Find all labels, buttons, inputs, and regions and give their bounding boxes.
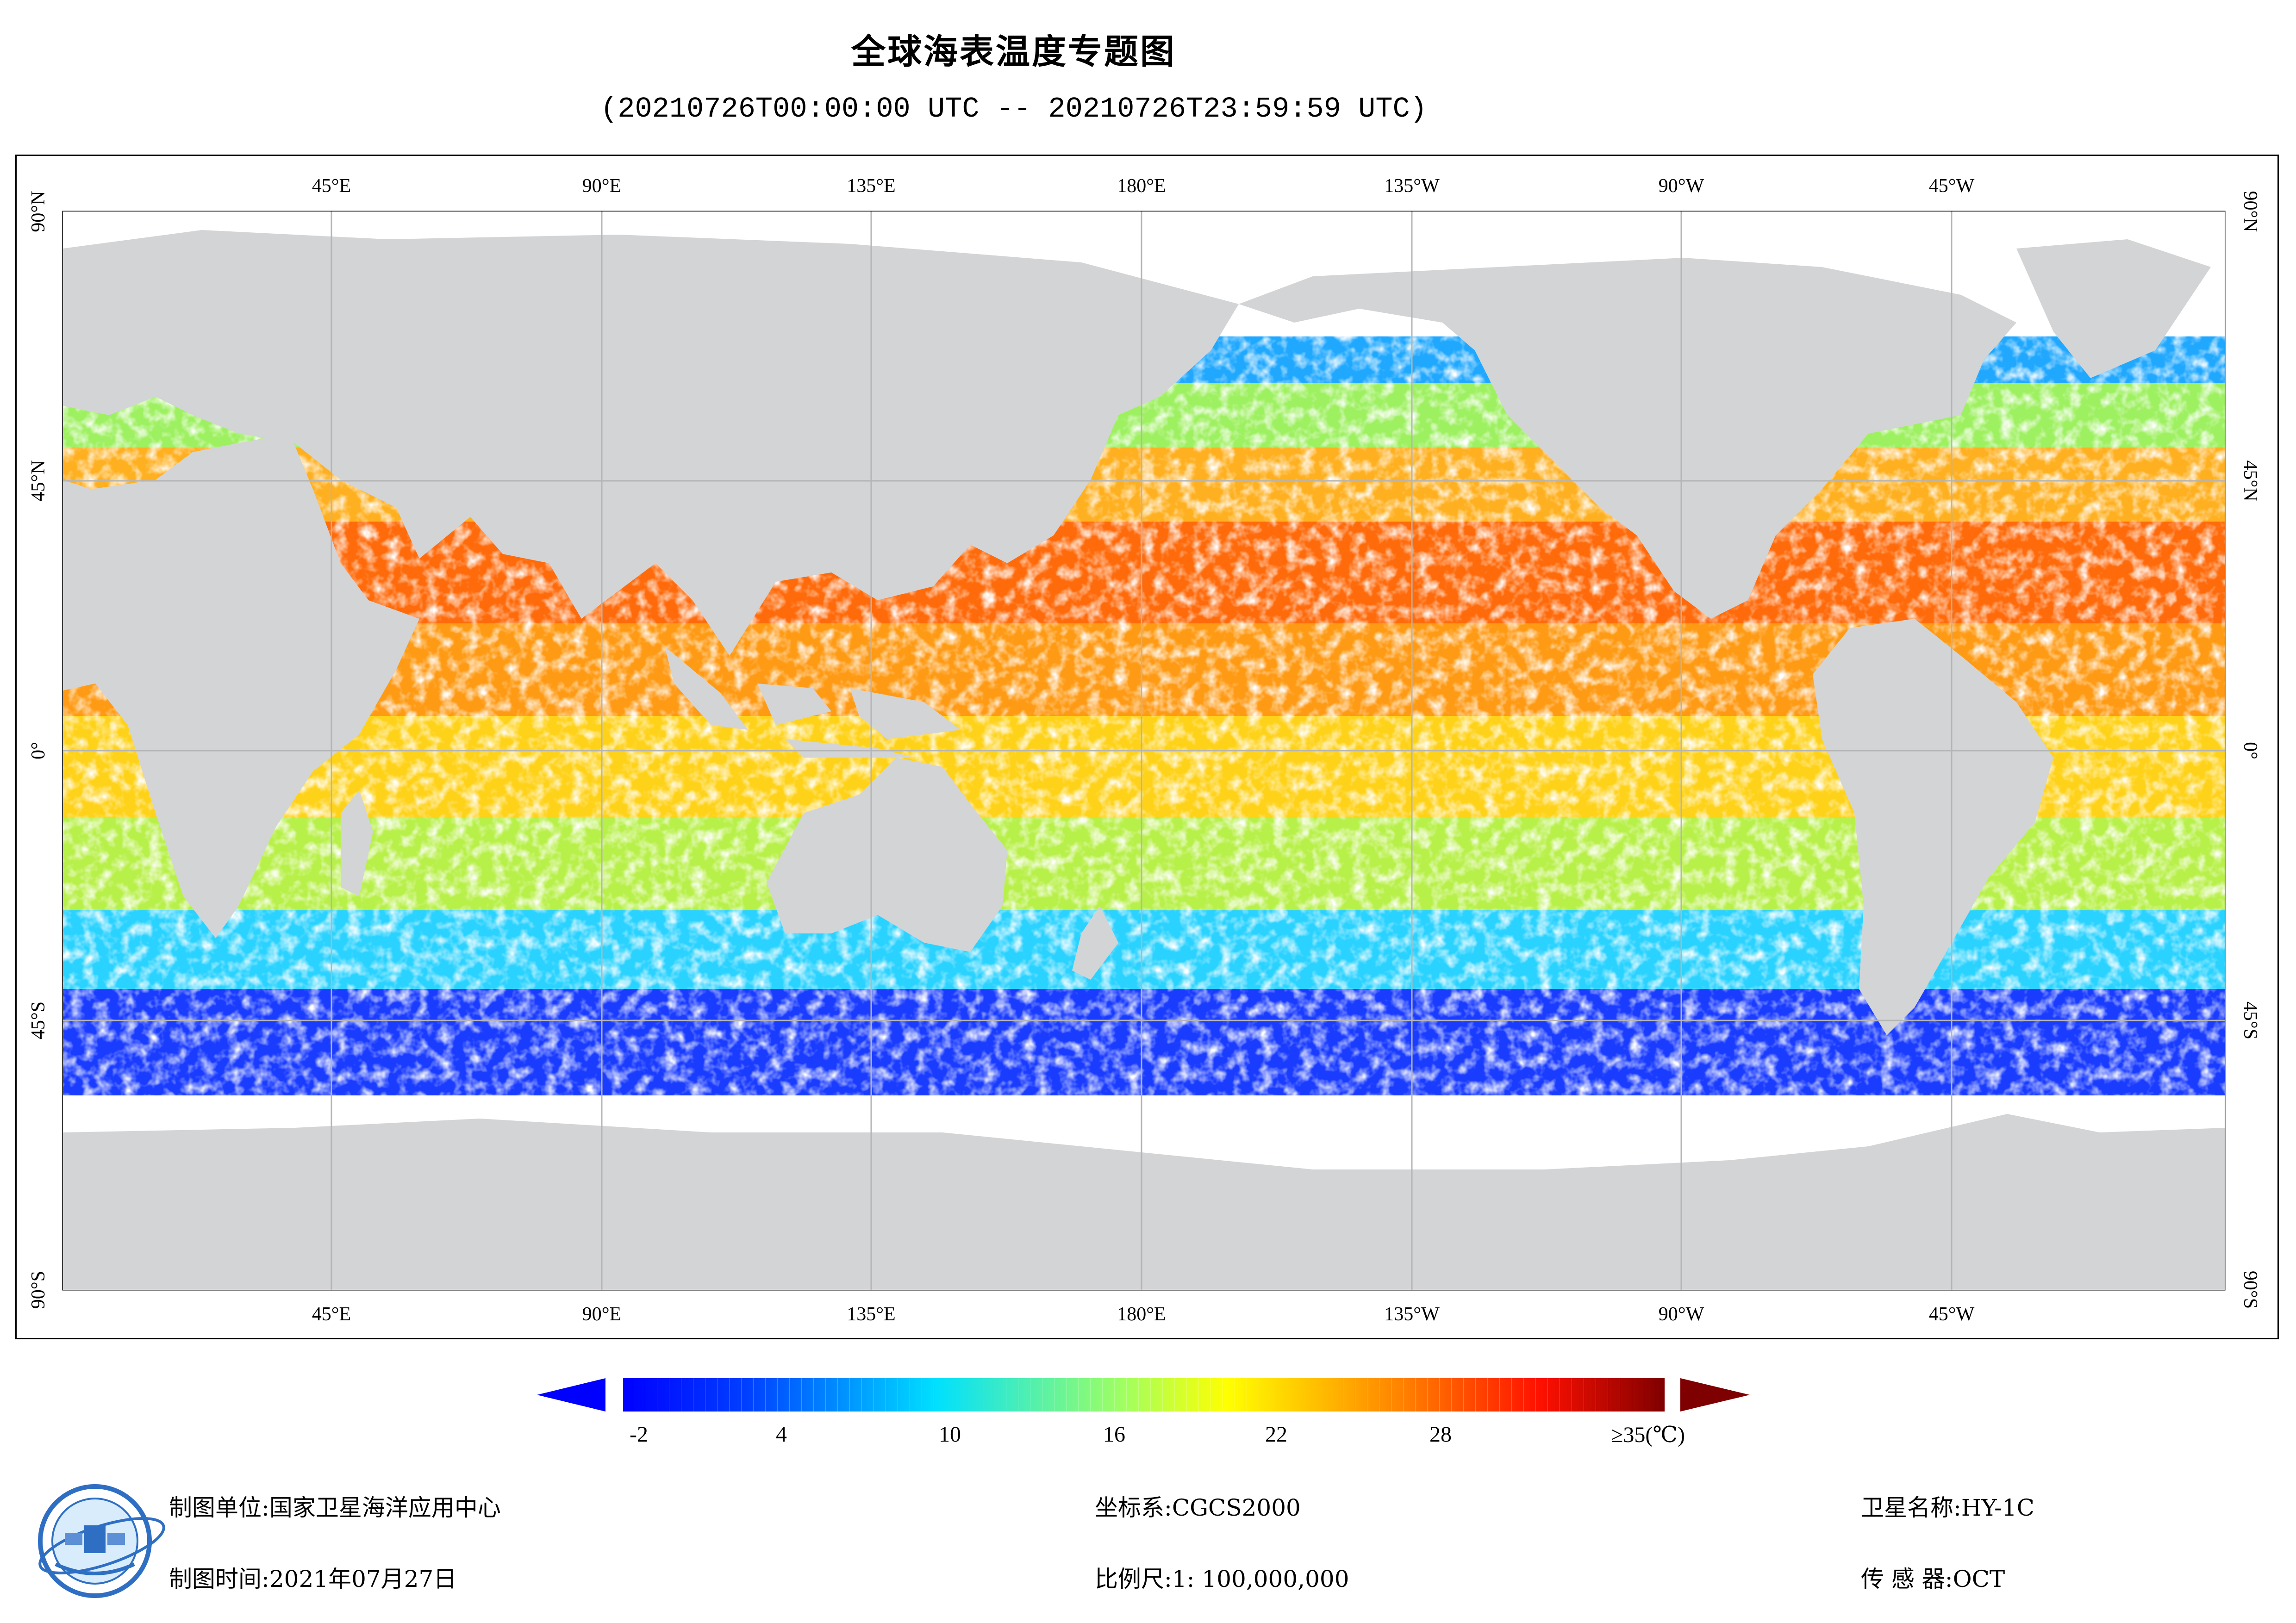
scale-row: 比例尺:1: 100,000,000: [1095, 1561, 1349, 1594]
legend-tick-label: 28: [1429, 1422, 1452, 1447]
crs-row: 坐标系:CGCS2000: [1095, 1489, 1301, 1523]
graticule: [63, 211, 2225, 1290]
land-south-america: [1813, 619, 2053, 1035]
crs-value: CGCS2000: [1172, 1494, 1301, 1521]
land-eurasia: [63, 230, 1239, 656]
lon-label-top: 135°E: [847, 175, 895, 197]
agency-row: 制图单位:国家卫星海洋应用中心: [169, 1489, 501, 1523]
legend-right-arrow: [1680, 1378, 1750, 1412]
satellite-row: 卫星名称:HY-1C: [1861, 1489, 2034, 1523]
sensor-label: 传 感 器:: [1861, 1566, 1953, 1592]
lon-label-top: 90°W: [1659, 175, 1704, 197]
lat-label-right: 90°S: [2240, 1271, 2261, 1309]
legend-tick-label: 16: [1103, 1422, 1125, 1447]
agency-value: 国家卫星海洋应用中心: [269, 1494, 501, 1521]
date-row: 制图时间:2021年07月27日: [169, 1561, 456, 1594]
lon-label-bottom: 45°E: [312, 1304, 351, 1325]
lon-label-bottom: 90°W: [1659, 1304, 1704, 1325]
lon-label-top: 180°E: [1117, 175, 1166, 197]
lat-label-left: 90°N: [28, 191, 49, 232]
land-north-america: [1239, 258, 2016, 619]
lon-label-bottom: 135°W: [1384, 1304, 1440, 1325]
scale-value: 1: 100,000,000: [1172, 1566, 1349, 1592]
land-africa-west: [63, 434, 419, 938]
date-label: 制图时间:: [169, 1566, 269, 1592]
legend-tick-label: 4: [776, 1422, 787, 1447]
legend-bin-stripes: [623, 1378, 1665, 1412]
date-value: 2021年07月27日: [269, 1566, 457, 1592]
land-layer: [63, 230, 2225, 1290]
satellite-label: 卫星名称:: [1861, 1494, 1961, 1521]
lon-label-bottom: 90°E: [582, 1304, 621, 1325]
lat-label-left: 0°: [28, 742, 49, 759]
lat-label-right: 45°N: [2240, 460, 2261, 501]
land-greenland: [2016, 239, 2211, 378]
lon-label-bottom: 180°E: [1117, 1304, 1166, 1325]
sensor-row: 传 感 器:OCT: [1861, 1561, 2005, 1594]
legend-tick-label: ≥35(℃): [1610, 1423, 1685, 1447]
land-indonesia: [665, 647, 961, 758]
scale-label: 比例尺:: [1095, 1566, 1172, 1592]
sensor-value: OCT: [1953, 1566, 2005, 1592]
land-madagascar: [341, 790, 373, 896]
land-new-zealand: [1072, 906, 1118, 980]
land-australia: [767, 758, 1007, 952]
lat-label-left: 45°S: [28, 1001, 49, 1039]
satellite-value: HY-1C: [1961, 1494, 2034, 1521]
time-range: (20210726T00:00:00 UTC -- 20210726T23:59…: [600, 93, 1427, 125]
legend-tick-label: 10: [939, 1422, 961, 1447]
land-antarctica: [63, 1114, 2225, 1290]
lon-label-top: 45°E: [312, 175, 351, 197]
legend-tick-label: -2: [630, 1422, 648, 1447]
lon-label-top: 135°W: [1384, 175, 1440, 197]
lat-label-right: 45°S: [2240, 1001, 2261, 1039]
map-frame: 45°E 90°E 135°E 180°E 135°W 90°W 45°W 45…: [15, 155, 2279, 1339]
agency-logo-icon: [38, 1484, 165, 1598]
lon-label-top: 90°E: [582, 175, 621, 197]
lon-label-bottom: 135°E: [847, 1304, 895, 1325]
agency-label: 制图单位:: [169, 1494, 269, 1521]
lon-label-bottom: 45°W: [1929, 1304, 1975, 1325]
lat-label-right: 0°: [2240, 742, 2261, 759]
lat-label-left: 45°N: [28, 460, 49, 501]
crs-label: 坐标系:: [1095, 1494, 1172, 1521]
map-title: 全球海表温度专题图: [851, 32, 1176, 72]
color-legend: [537, 1378, 1750, 1412]
lon-label-top: 45°W: [1929, 175, 1975, 197]
lat-label-right: 90°N: [2240, 191, 2261, 232]
lat-label-left: 90°S: [28, 1271, 49, 1309]
legend-tick-label: 22: [1265, 1422, 1287, 1447]
legend-left-arrow: [537, 1378, 605, 1412]
